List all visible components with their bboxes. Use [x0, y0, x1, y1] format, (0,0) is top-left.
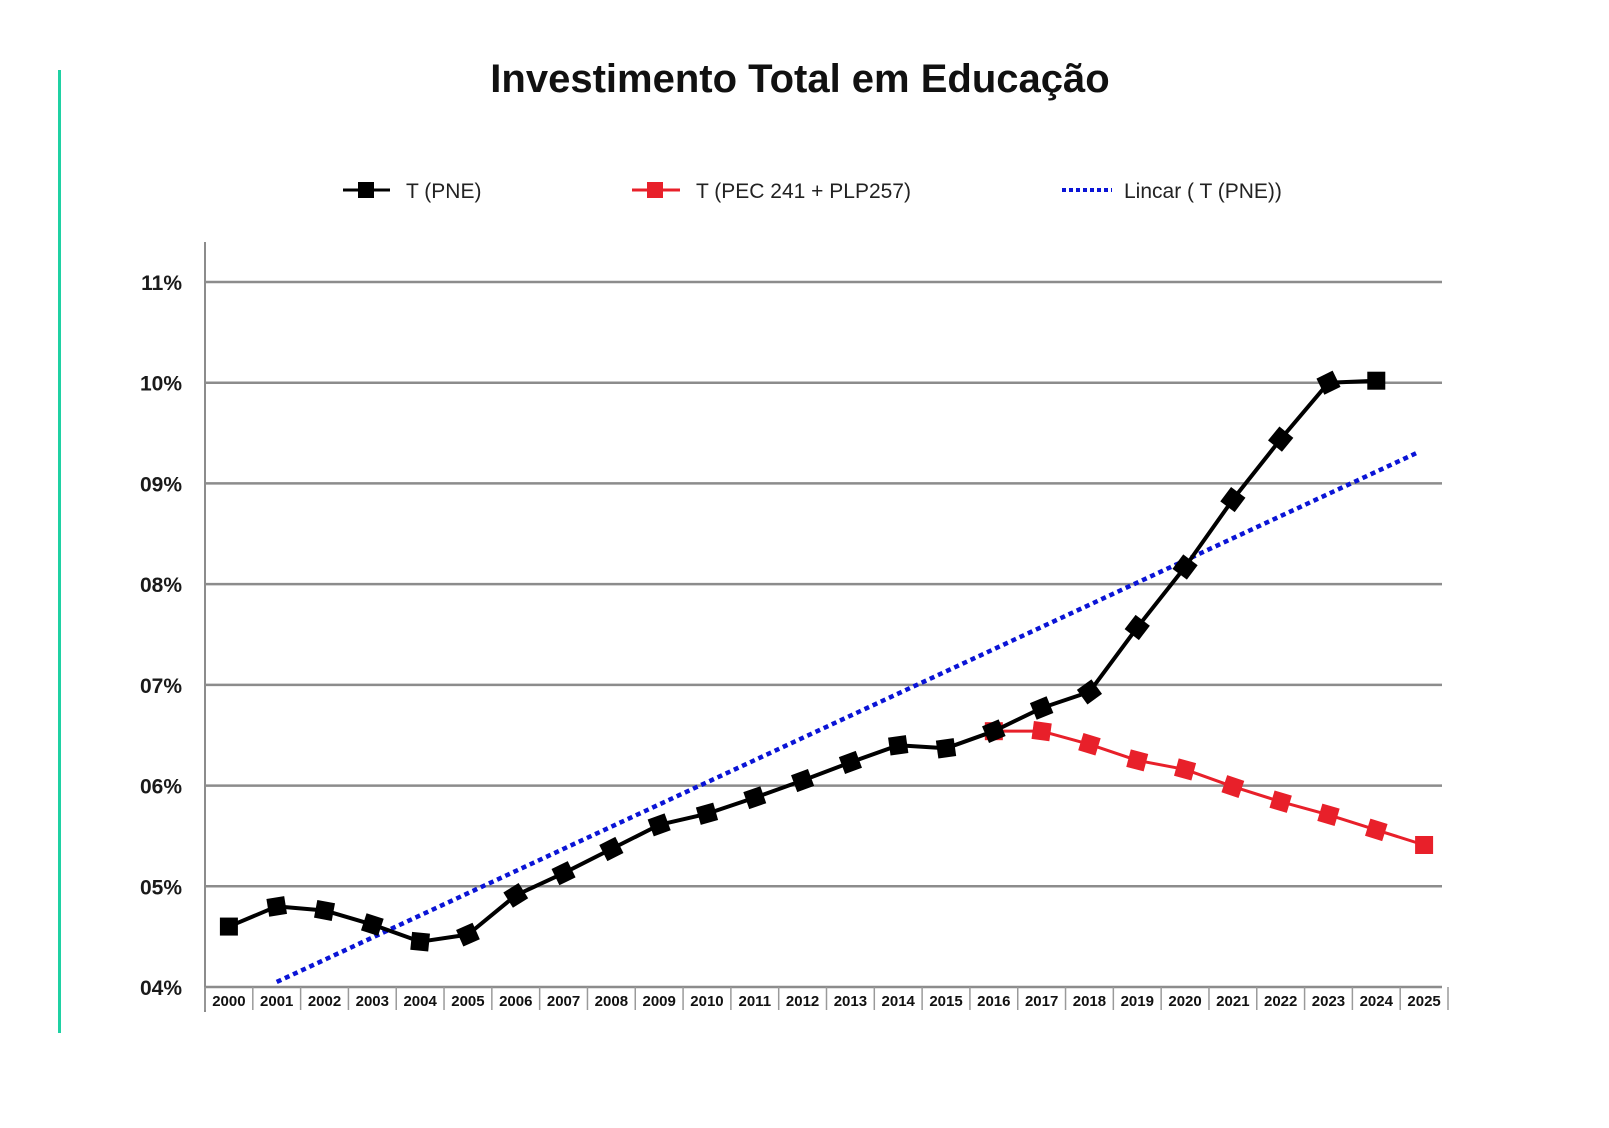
- series-layer: [219, 370, 1434, 952]
- series-0-point: [695, 802, 719, 825]
- legend-item-pne: T (PNE): [343, 180, 481, 203]
- x-tick-label: 2010: [690, 993, 723, 1010]
- series-0-point: [266, 896, 288, 917]
- x-tick-label: 2022: [1264, 993, 1297, 1010]
- x-tick-label: 2003: [356, 993, 389, 1010]
- x-tick-label: 2009: [642, 993, 675, 1010]
- x-tick-label: 2007: [547, 993, 580, 1010]
- series-0-point: [888, 735, 909, 756]
- x-tick-label: 2013: [834, 993, 867, 1010]
- series-0-point: [314, 899, 336, 921]
- y-tick-label: 06%: [140, 776, 182, 799]
- series-1-point: [1317, 803, 1340, 826]
- legend-marker-pne: [358, 182, 374, 198]
- series-0-point: [1367, 371, 1386, 390]
- legend-item-trend: Lincar ( T (PNE)): [1062, 180, 1282, 203]
- x-tick-label: 2025: [1407, 993, 1440, 1010]
- x-tick-label: 2019: [1121, 993, 1154, 1010]
- series-1-point: [1174, 758, 1197, 781]
- series-0-point: [743, 786, 767, 810]
- y-axis-ticks: 04% 05% 06% 07% 08% 09% 10% 11%: [140, 272, 182, 1000]
- series-1-point: [1078, 733, 1101, 756]
- series-0-point: [1076, 679, 1103, 705]
- legend-marker-pec: [647, 182, 663, 198]
- series-0-point: [838, 750, 862, 774]
- x-tick-label: 2020: [1168, 993, 1201, 1010]
- series-0-point: [982, 719, 1006, 743]
- series-1-point: [1364, 818, 1388, 842]
- x-tick-label: 2005: [451, 993, 484, 1010]
- series-line-1: [993, 729, 1425, 847]
- x-tick-label: 2006: [499, 993, 532, 1010]
- legend-label-pec: T (PEC 241 + PLP257): [696, 180, 911, 203]
- y-tick-label: 04%: [140, 977, 182, 1000]
- series-0-point: [1124, 614, 1150, 641]
- series-1-point: [1126, 749, 1149, 772]
- x-tick-label: 2002: [308, 993, 341, 1010]
- series-0-point: [456, 922, 480, 947]
- gridlines: [205, 280, 1442, 989]
- series-0-point: [1316, 370, 1341, 395]
- x-axis-ticks: 2000 2001 2002 2003 2004 2005 2006 2007 2008 2009…: [212, 993, 1441, 1010]
- series-0-point: [1220, 486, 1246, 513]
- series-line-0: [228, 378, 1377, 944]
- axes: [204, 242, 1449, 1012]
- x-tick-label: 2023: [1312, 993, 1345, 1010]
- trend-line: [275, 451, 1418, 985]
- legend: T (PNE) T (PEC 241 + PLP257) Lincar ( T …: [343, 180, 1282, 203]
- x-tick-label: 2001: [260, 993, 293, 1010]
- series-0-point: [791, 768, 815, 793]
- series-1-point: [1031, 721, 1052, 742]
- series-1-point: [1269, 790, 1292, 813]
- series-0-point: [219, 917, 238, 936]
- x-tick-label: 2017: [1025, 993, 1058, 1010]
- x-tick-label: 2018: [1073, 993, 1106, 1010]
- chart-title: Investimento Total em Educação: [490, 57, 1109, 101]
- series-0-point: [1172, 554, 1198, 580]
- y-tick-label: 05%: [140, 876, 182, 899]
- x-tick-label: 2016: [977, 993, 1010, 1010]
- x-tick-label: 2015: [929, 993, 962, 1010]
- series-0-point: [410, 931, 430, 952]
- x-tick-label: 2004: [403, 993, 437, 1010]
- y-tick-label: 07%: [140, 675, 182, 698]
- series-0-point: [1268, 426, 1294, 452]
- x-tick-label: 2000: [212, 993, 245, 1010]
- series-0-point: [1029, 696, 1054, 720]
- y-tick-label: 08%: [140, 574, 182, 597]
- series-1-point: [1221, 775, 1245, 798]
- series-0-point: [503, 882, 529, 908]
- series-0-point: [360, 913, 384, 936]
- series-1-point: [1415, 835, 1434, 854]
- y-tick-label: 10%: [140, 373, 182, 396]
- legend-item-pec: T (PEC 241 + PLP257): [632, 180, 911, 203]
- y-tick-label: 09%: [140, 473, 182, 496]
- x-tick-label: 2024: [1360, 993, 1394, 1010]
- legend-label-pne: T (PNE): [406, 180, 481, 203]
- series-0-point: [647, 813, 671, 837]
- x-tick-label: 2008: [595, 993, 628, 1010]
- x-tick-label: 2012: [786, 993, 819, 1010]
- y-tick-label: 11%: [141, 272, 182, 295]
- series-0-point: [551, 861, 576, 886]
- x-tick-label: 2021: [1216, 993, 1249, 1010]
- x-tick-label: 2014: [882, 993, 916, 1010]
- x-tick-label: 2011: [739, 993, 772, 1010]
- legend-label-trend: Lincar ( T (PNE)): [1124, 180, 1282, 203]
- series-0-point: [935, 738, 957, 759]
- accent-rule: [58, 70, 61, 1033]
- trend-line-layer: [275, 451, 1418, 985]
- series-0-point: [599, 836, 624, 862]
